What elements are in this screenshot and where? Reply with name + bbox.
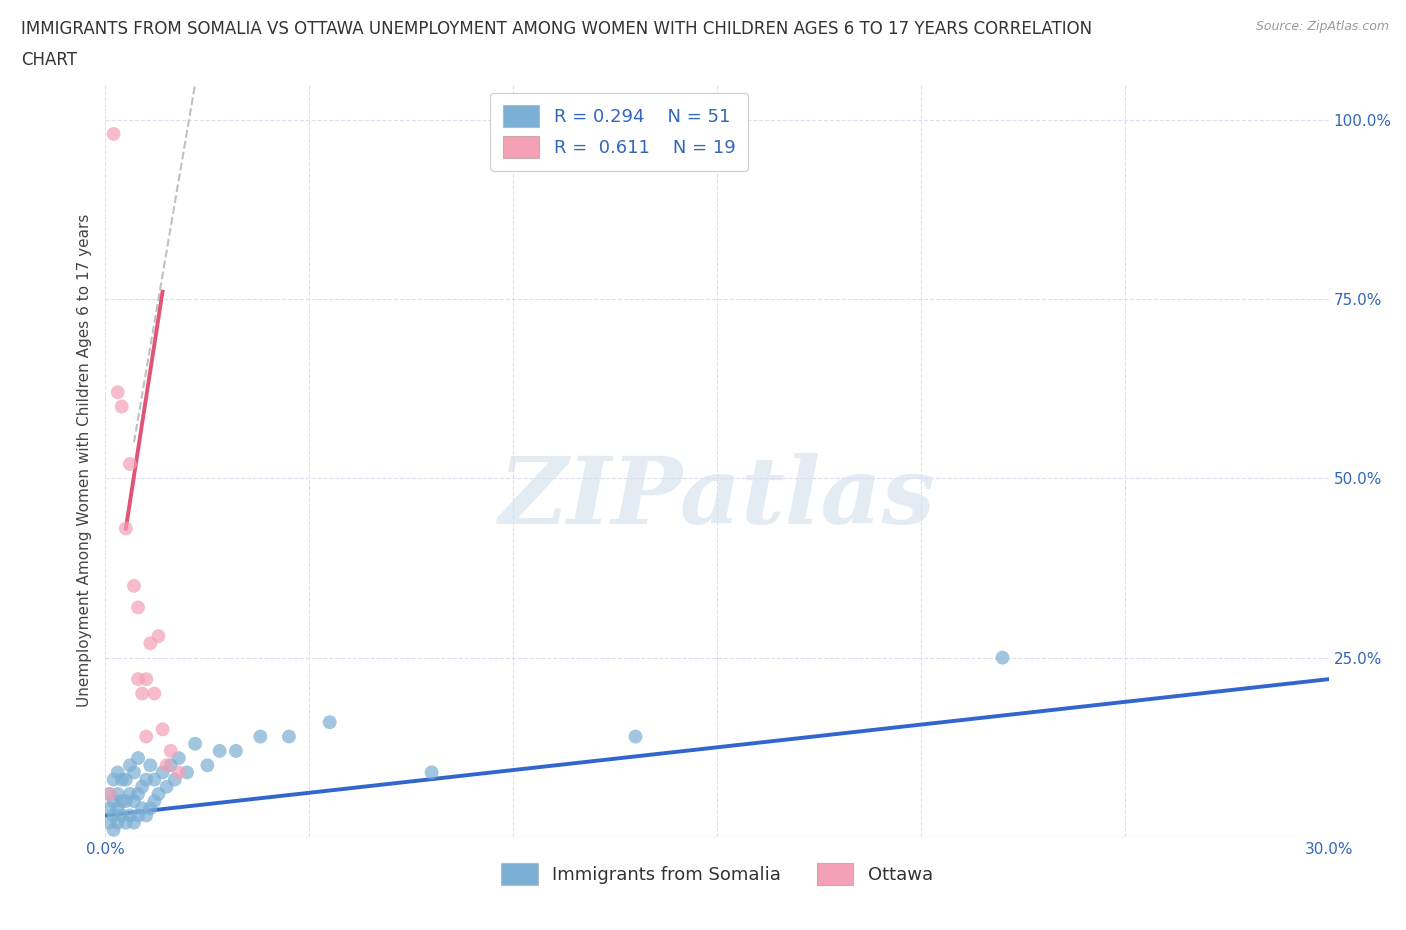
Point (103, 793, 125, 808)
Point (115, 521, 138, 536)
Point (156, 758, 179, 773)
Point (118, 758, 141, 773)
Point (127, 600, 149, 615)
Point (139, 801, 162, 816)
Point (184, 737, 207, 751)
Y-axis label: Unemployment Among Women with Children Ages 6 to 17 years: Unemployment Among Women with Children A… (77, 214, 93, 707)
Point (135, 671, 157, 686)
Point (167, 751, 190, 765)
Point (135, 772, 157, 787)
Point (208, 743, 231, 758)
Point (143, 793, 166, 808)
Point (111, 772, 134, 787)
Point (122, 578, 145, 593)
Point (139, 758, 162, 773)
Point (118, 457, 141, 472)
Point (118, 787, 141, 802)
Point (156, 779, 179, 794)
Point (111, 793, 134, 808)
Point (111, 808, 134, 823)
Point (167, 765, 190, 780)
Point (107, 385, 129, 400)
Point (131, 686, 153, 701)
Point (135, 808, 157, 823)
Text: Source: ZipAtlas.com: Source: ZipAtlas.com (1256, 20, 1389, 33)
Point (249, 729, 271, 744)
Point (127, 808, 149, 823)
Point (103, 808, 125, 823)
Point (318, 715, 342, 730)
Legend: Immigrants from Somalia, Ottawa: Immigrants from Somalia, Ottawa (495, 856, 939, 892)
Point (139, 636, 162, 651)
Point (98, 787, 121, 802)
Point (176, 765, 198, 780)
Text: CHART: CHART (21, 51, 77, 69)
Point (127, 787, 149, 802)
Point (159, 758, 181, 773)
Point (131, 801, 153, 816)
Point (103, 126, 125, 141)
Point (103, 822, 125, 837)
Point (152, 722, 174, 737)
Point (118, 808, 141, 823)
Point (107, 787, 129, 802)
Point (107, 801, 129, 816)
Point (148, 787, 170, 802)
Point (197, 758, 219, 773)
Point (98, 816, 121, 830)
Point (148, 629, 170, 644)
Text: IMMIGRANTS FROM SOMALIA VS OTTAWA UNEMPLOYMENT AMONG WOMEN WITH CHILDREN AGES 6 : IMMIGRANTS FROM SOMALIA VS OTTAWA UNEMPL… (21, 20, 1092, 38)
Point (122, 816, 145, 830)
Point (135, 729, 157, 744)
Point (131, 779, 153, 794)
Point (111, 399, 134, 414)
Point (103, 772, 125, 787)
Point (127, 751, 149, 765)
Point (143, 772, 166, 787)
Point (115, 772, 138, 787)
Point (98, 787, 121, 802)
Point (107, 765, 129, 780)
Point (420, 765, 443, 780)
Point (278, 729, 301, 744)
Point (225, 743, 247, 758)
Point (991, 650, 1014, 665)
Point (163, 772, 186, 787)
Point (115, 793, 138, 808)
Point (115, 816, 138, 830)
Point (122, 765, 145, 780)
Point (159, 743, 181, 758)
Point (98, 801, 121, 816)
Point (152, 765, 174, 780)
Text: ZIPatlas: ZIPatlas (499, 453, 935, 543)
Point (624, 729, 647, 744)
Point (127, 671, 149, 686)
Point (122, 793, 145, 808)
Point (143, 686, 166, 701)
Point (107, 816, 129, 830)
